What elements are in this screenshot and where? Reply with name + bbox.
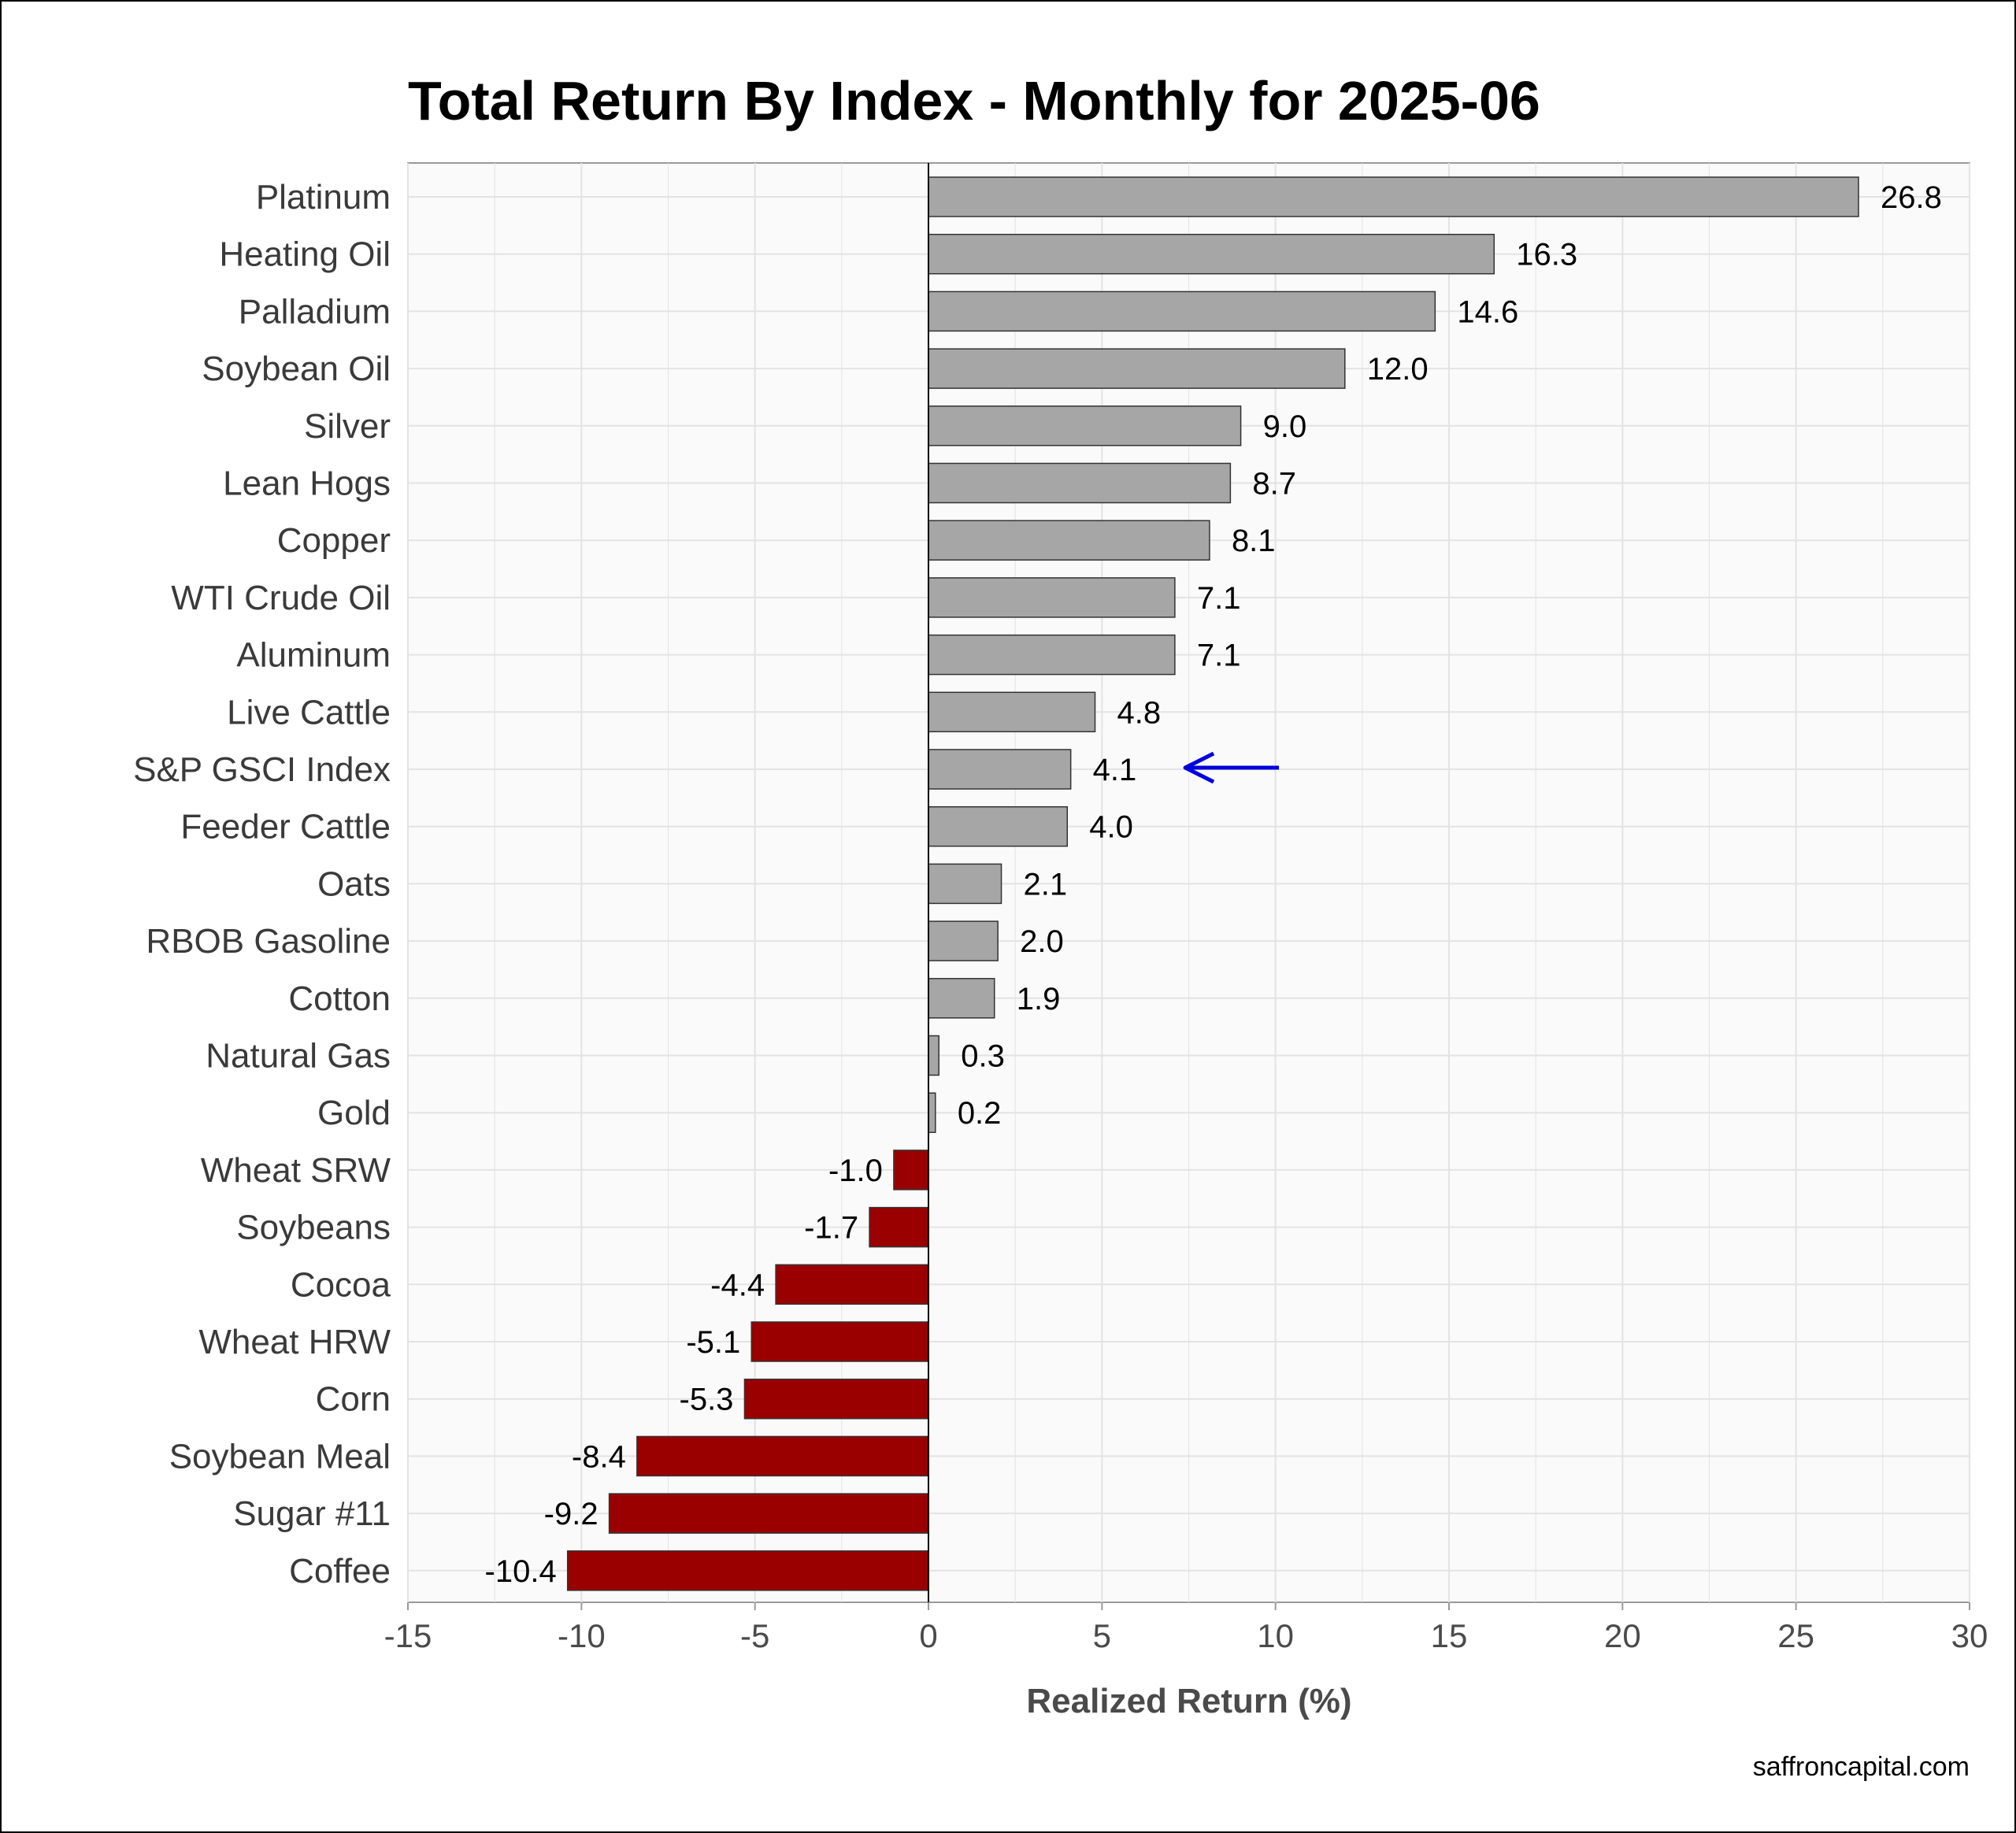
chart-title: Total Return By Index - Monthly for 2025… (408, 70, 1540, 131)
bar (928, 920, 999, 961)
category-label: S&P GSCI Index (133, 750, 391, 789)
bar (928, 691, 1096, 733)
category-label: Live Cattle (227, 693, 391, 731)
category-label: Sugar #11 (233, 1494, 391, 1533)
category-label: Natural Gas (206, 1037, 391, 1076)
category-label: Wheat SRW (201, 1151, 391, 1190)
value-label: 4.1 (1093, 753, 1137, 787)
value-label: 8.7 (1252, 467, 1296, 502)
category-label: WTI Crude Oil (171, 579, 391, 617)
value-label: 0.3 (961, 1039, 1005, 1074)
value-label: -5.1 (686, 1325, 740, 1360)
x-axis-ticks: -15 -10 -5 0 5 10 15 20 25 30 (384, 1602, 1988, 1654)
value-label: 0.2 (958, 1096, 1002, 1131)
category-label: Soybean Meal (169, 1437, 391, 1476)
bar (928, 634, 1176, 676)
bar (928, 863, 1002, 905)
bar (928, 577, 1176, 618)
category-label: RBOB Gasoline (146, 922, 391, 961)
value-label: 26.8 (1881, 180, 1942, 215)
bar (869, 1206, 929, 1248)
category-label: Coffee (289, 1552, 391, 1590)
category-label: Heating Oil (219, 235, 391, 274)
x-tick-label: 15 (1431, 1617, 1468, 1654)
bar (636, 1435, 929, 1477)
value-label: 9.0 (1263, 409, 1307, 444)
value-label: 14.6 (1457, 294, 1518, 329)
value-label: 8.1 (1232, 524, 1276, 558)
value-label: 2.0 (1020, 924, 1064, 959)
bar (928, 520, 1210, 561)
x-tick-label: 20 (1604, 1617, 1641, 1654)
bar (928, 749, 1072, 790)
bar (928, 462, 1232, 504)
highlight-arrow (1183, 751, 1280, 784)
x-axis-title: Realized Return (%) (1026, 1682, 1351, 1720)
value-label: 16.3 (1516, 238, 1577, 272)
value-label: 1.9 (1017, 982, 1061, 1016)
bar (928, 291, 1436, 332)
x-tick-label: 0 (919, 1617, 937, 1654)
bar (775, 1264, 929, 1305)
category-label: Cocoa (291, 1265, 391, 1304)
bar (928, 348, 1346, 389)
category-label: Soybeans (236, 1209, 391, 1247)
x-tick-label: 5 (1093, 1617, 1111, 1654)
category-label: Palladium (239, 292, 391, 331)
bar (928, 233, 1495, 275)
bar (928, 176, 1859, 217)
category-labels: Platinum Heating Oil Palladium Soybean Oil S… (133, 178, 391, 1590)
value-label: -4.4 (710, 1268, 765, 1302)
bar (928, 978, 995, 1019)
value-label: 12.0 (1367, 352, 1429, 387)
value-label: -10.4 (485, 1554, 557, 1589)
value-label: 4.0 (1089, 810, 1133, 845)
category-label: Gold (317, 1094, 391, 1132)
category-label: Copper (277, 521, 391, 560)
x-tick-label: 10 (1257, 1617, 1294, 1654)
value-label: -1.7 (804, 1211, 858, 1246)
value-label: -9.2 (544, 1497, 598, 1531)
x-tick-label: 30 (1951, 1617, 1988, 1654)
x-tick-label: -5 (740, 1617, 769, 1654)
arrow-head-icon (1183, 751, 1215, 784)
bar (893, 1150, 929, 1191)
category-label: Silver (304, 407, 391, 446)
category-label: Oats (317, 865, 391, 903)
bar (566, 1550, 929, 1591)
category-label: Platinum (256, 178, 391, 217)
bar (928, 1092, 936, 1133)
value-label: 4.8 (1117, 695, 1162, 730)
value-label: -5.3 (680, 1383, 734, 1417)
value-label: -1.0 (828, 1153, 883, 1188)
category-label: Feeder Cattle (180, 808, 391, 846)
x-tick-label: -15 (384, 1617, 432, 1654)
category-label: Aluminum (236, 636, 391, 675)
category-label: Lean Hogs (223, 465, 391, 503)
value-labels: 26.8 16.3 14.6 12.0 9.0 8.7 8.1 7.1 7.1 4.8 4.1 4.0… (485, 180, 1942, 1589)
category-label: Corn (316, 1380, 391, 1419)
category-label: Cotton (288, 979, 391, 1018)
value-label: 7.1 (1197, 581, 1241, 616)
category-label: Wheat HRW (198, 1323, 391, 1361)
category-label: Soybean Oil (202, 350, 391, 388)
value-label: 7.1 (1197, 639, 1241, 673)
bar (928, 805, 1069, 847)
credit-text: saffroncapital.com (1753, 1752, 1970, 1782)
value-label: -8.4 (572, 1439, 626, 1474)
bar (608, 1493, 929, 1534)
x-tick-label: -10 (558, 1617, 606, 1654)
bar (743, 1378, 929, 1420)
bar (928, 405, 1242, 446)
grid-lines (407, 163, 1970, 1602)
bar (750, 1321, 929, 1362)
bars (566, 176, 1859, 1591)
value-label: 2.1 (1024, 867, 1068, 902)
bar (928, 1035, 939, 1076)
x-tick-label: 25 (1777, 1617, 1814, 1654)
